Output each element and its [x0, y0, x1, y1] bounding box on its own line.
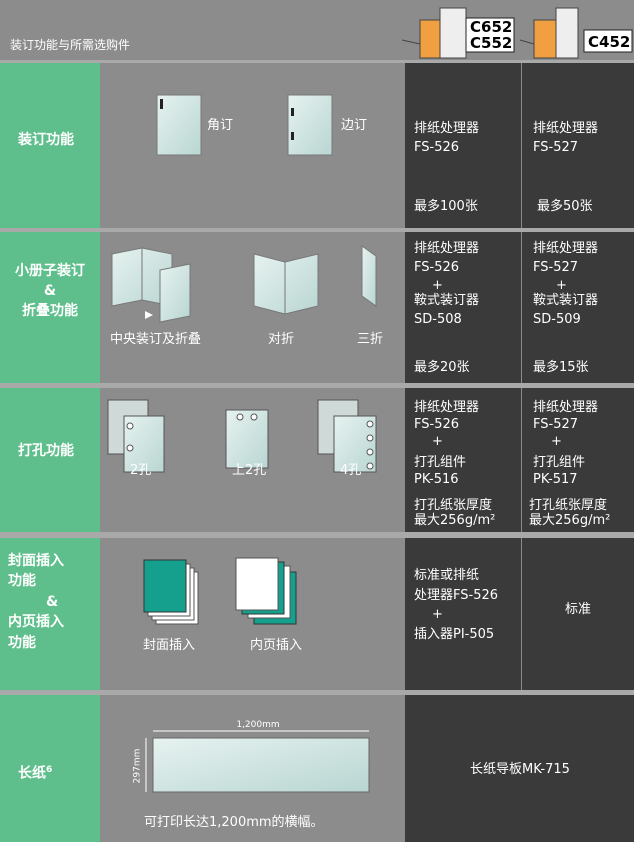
feature-label: 长纸6	[18, 762, 52, 782]
dimension-label: 297mm	[132, 748, 143, 784]
model-cell	[522, 388, 634, 532]
illustration-label: 对折	[268, 332, 295, 347]
illustration-label: 封面插入	[143, 638, 196, 653]
cell-text: 排纸处理器	[533, 121, 599, 136]
cell-text: 打孔组件	[533, 455, 586, 470]
cell-text: 排纸处理器	[414, 400, 480, 415]
feature-label: 功能	[8, 573, 36, 589]
cell-text: 打孔纸张厚度	[529, 498, 608, 513]
cell-text: 最多50张	[537, 199, 593, 214]
model-cell	[405, 388, 521, 532]
cell-text: 鞍式装订器	[414, 293, 480, 308]
illustration-label: 可打印长达1,200mm的横幅。	[144, 815, 324, 830]
cell-text: 排纸处理器	[533, 400, 599, 415]
cell-text: 最大256g/m²	[529, 513, 611, 528]
model-cell	[522, 232, 634, 383]
cell-text: 打孔纸张厚度	[414, 498, 493, 513]
feature-label: 打孔功能	[18, 443, 74, 459]
feature-label: &	[43, 283, 57, 299]
cell-text: PK-516	[414, 472, 459, 487]
feature-text: 长纸	[18, 765, 46, 782]
illustration-label: 内页插入	[250, 638, 303, 653]
feature-cell	[0, 63, 100, 228]
cell-text: 排纸处理器	[414, 241, 480, 256]
cell-text: FS-526	[414, 260, 460, 275]
model-name: C452	[588, 33, 631, 51]
cell-text: 最大256g/m²	[414, 513, 496, 528]
footnote: 6	[46, 765, 53, 775]
machine-icon	[401, 7, 633, 59]
cell-text: FS-527	[533, 140, 579, 155]
cell-text: FS-526	[414, 140, 460, 155]
feature-label: 功能	[8, 635, 36, 651]
cell-text: PK-517	[533, 472, 578, 487]
illustration-label: 4孔	[340, 463, 362, 478]
model-cell	[405, 538, 521, 690]
cell-text: FS-526	[414, 417, 460, 432]
separator	[0, 383, 634, 388]
cell-text: +	[432, 278, 443, 293]
illustration-label: 上2孔	[232, 463, 267, 478]
separator	[0, 60, 634, 63]
model-cell	[405, 695, 634, 842]
model-cell	[405, 232, 521, 383]
cell-text: SD-509	[533, 312, 581, 327]
separator	[0, 228, 634, 232]
feature-label: 封面插入	[8, 553, 64, 569]
feature-cell	[0, 388, 100, 532]
cell-text: 最多20张	[414, 360, 470, 375]
illustration-label: 中央装订及折叠	[110, 332, 202, 347]
feature-label: &	[46, 594, 59, 610]
cell-text: 排纸处理器	[533, 241, 599, 256]
cell-text: +	[432, 434, 443, 449]
illustration-label: 三折	[357, 332, 384, 347]
cell-text: 处理器FS-526	[414, 588, 499, 603]
illustration-label: 边订	[341, 118, 368, 133]
feature-label: 折叠功能	[22, 303, 78, 319]
feature-cell	[0, 232, 100, 383]
cell-text: 最多15张	[533, 360, 589, 375]
cell-text: FS-527	[533, 260, 579, 275]
model-cell	[522, 538, 634, 690]
cell-text: 标准	[564, 602, 592, 617]
cell-text: FS-527	[533, 417, 579, 432]
model-name: C652	[470, 18, 513, 36]
cell-text: 打孔组件	[414, 455, 467, 470]
separator	[0, 532, 634, 538]
feature-label: 内页插入	[8, 614, 64, 630]
cell-text: 标准或排纸	[414, 568, 480, 583]
model-cell	[522, 63, 634, 228]
feature-label: 小册子装订	[15, 263, 85, 279]
header-title: 装订功能与所需选购件	[10, 38, 131, 52]
cell-text: +	[432, 607, 443, 622]
cell-text: +	[551, 434, 562, 449]
cell-text: 插入器PI-505	[414, 627, 495, 642]
cell-text: 排纸处理器	[414, 121, 480, 136]
illustration-label: 角订	[207, 118, 234, 133]
cell-text: SD-508	[414, 312, 462, 327]
cell-text: 最多100张	[414, 199, 478, 214]
cell-text: 鞍式装订器	[533, 293, 599, 308]
cell-text: +	[556, 278, 567, 293]
cell-text: 长纸导板MK-715	[470, 762, 570, 777]
separator	[0, 690, 634, 695]
illustration-label: 2孔	[130, 463, 152, 478]
feature-cell	[0, 695, 100, 842]
model-name: C552	[470, 34, 513, 52]
dimension-label: 1,200mm	[236, 720, 280, 730]
model-cell	[405, 63, 521, 228]
feature-label: 装订功能	[18, 132, 74, 148]
feature-cell	[0, 538, 100, 690]
